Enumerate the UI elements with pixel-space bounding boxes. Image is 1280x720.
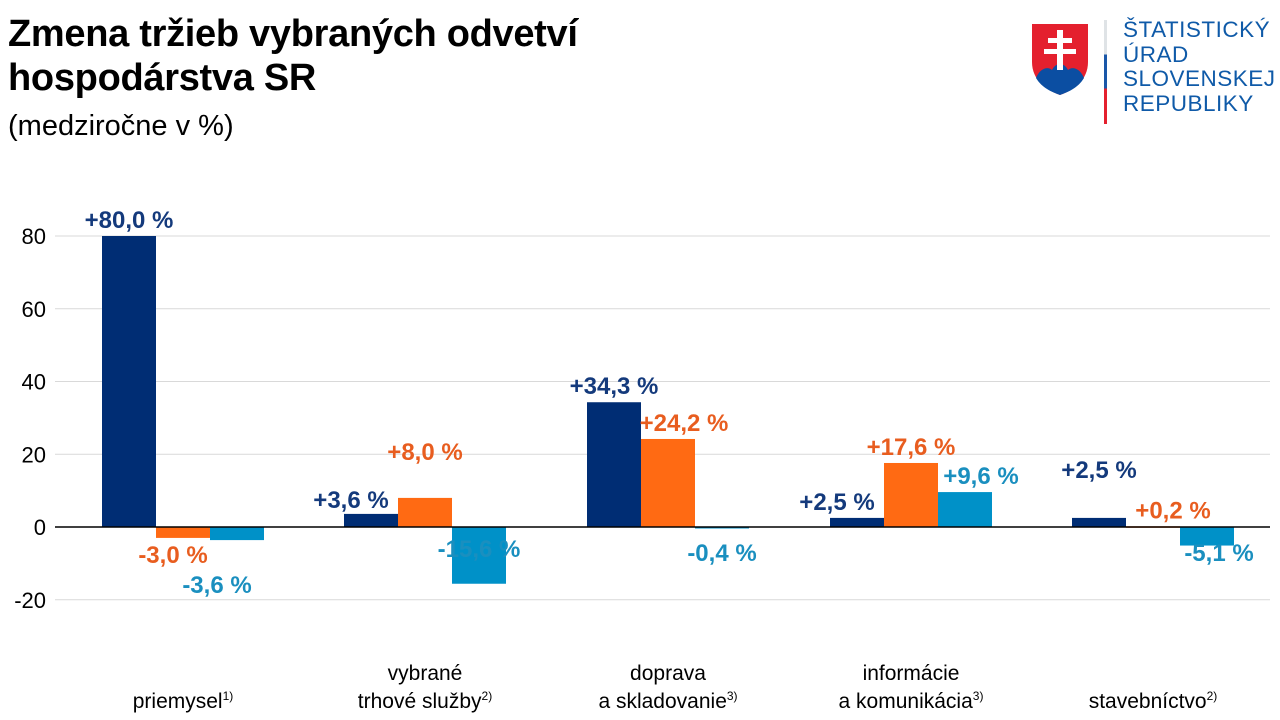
y-tick-label: 0 [34, 515, 46, 540]
bar [587, 402, 641, 527]
category-line: priemysel1) [63, 688, 303, 716]
data-label: +8,0 % [387, 439, 462, 466]
category-text: a skladovanie [598, 690, 727, 713]
x-category-label: doprava a skladovanie3) [548, 660, 788, 716]
category-line: informácie [791, 660, 1031, 688]
category-text: vybrané [387, 662, 463, 685]
data-label: +9,6 % [943, 463, 1018, 490]
category-text: stavebníctvo [1088, 690, 1207, 713]
category-line: stavebníctvo2) [1033, 688, 1273, 716]
bar [398, 497, 452, 527]
category-line: doprava [548, 660, 788, 688]
bar [102, 236, 156, 527]
data-label: +80,0 % [85, 207, 174, 234]
data-label: -5,1 % [1184, 540, 1253, 567]
category-text: a komunikácia [838, 690, 973, 713]
data-label: +34,3 % [570, 373, 659, 400]
data-label: +2,5 % [1061, 457, 1136, 484]
bar [452, 527, 506, 584]
bar [884, 462, 938, 527]
logo-line: ŠTATISTICKÝ [1123, 17, 1271, 42]
footnote-marker: 2) [481, 689, 493, 703]
data-label: -15,6 % [438, 536, 521, 563]
category-line: trhové služby2) [305, 688, 545, 716]
title-line-1: Zmena tržieb vybraných odvetví [8, 13, 578, 55]
y-tick-label: -20 [14, 588, 46, 613]
x-category-label: vybrané trhové služby2) [305, 660, 545, 716]
footnote-marker: 3) [972, 689, 984, 703]
x-category-label: informácie a komunikácia3) [791, 660, 1031, 716]
category-line: a skladovanie3) [548, 688, 788, 716]
page-title: Zmena tržieb vybraných odvetví hospodárs… [8, 12, 578, 100]
category-line: a komunikácia3) [791, 688, 1031, 716]
footnote-marker: 3) [726, 689, 738, 703]
data-label: -3,6 % [182, 572, 251, 599]
data-label: +3,6 % [313, 487, 388, 514]
logo-line: SLOVENSKEJ [1123, 66, 1276, 91]
logo-line: ÚRAD [1123, 41, 1189, 67]
title-line-2: hospodárstva SR [8, 57, 317, 99]
footnote-marker: 1) [222, 689, 234, 703]
category-text: doprava [630, 662, 706, 685]
tricolor-divider [1104, 20, 1107, 124]
category-text: trhové služby [357, 690, 482, 713]
category-text: priemysel [132, 690, 223, 713]
logo-text: ŠTATISTICKÝ ÚRAD SLOVENSKEJ REPUBLIKY [1123, 17, 1276, 116]
subtitle: (medziročne v %) [8, 110, 234, 142]
data-label: -0,4 % [687, 540, 756, 567]
bar [641, 438, 695, 527]
y-tick-label: 80 [22, 224, 46, 249]
bar [156, 527, 210, 538]
y-tick-label: 60 [22, 297, 46, 322]
data-label: -3,0 % [138, 542, 207, 569]
bar [938, 492, 992, 527]
bar [210, 527, 264, 541]
category-text: informácie [862, 662, 960, 685]
y-tick-label: 40 [22, 370, 46, 395]
x-category-label: priemysel1) [63, 688, 303, 716]
data-label: +24,2 % [640, 410, 729, 437]
bar [1072, 517, 1126, 527]
data-label: +17,6 % [867, 434, 956, 461]
bar [344, 513, 398, 527]
y-tick-label: 20 [22, 442, 46, 467]
data-label: +2,5 % [799, 489, 874, 516]
slovak-coat-of-arms-icon [1032, 24, 1088, 95]
category-line: vybrané [305, 660, 545, 688]
bar [830, 517, 884, 527]
bar [1180, 527, 1234, 546]
footnote-marker: 2) [1206, 689, 1218, 703]
x-category-label: stavebníctvo2) [1033, 688, 1273, 716]
logo-line: REPUBLIKY [1123, 90, 1254, 116]
susr-logo: ŠTATISTICKÝ ÚRAD SLOVENSKEJ REPUBLIKY [1030, 17, 1280, 125]
data-label: +0,2 % [1135, 497, 1210, 524]
